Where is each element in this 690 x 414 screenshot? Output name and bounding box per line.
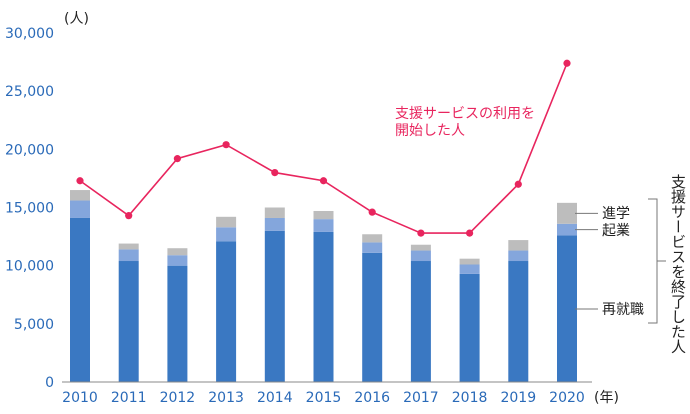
line-point-2013 — [222, 141, 230, 149]
x-tick-label: 2012 — [160, 390, 196, 406]
y-tick-label: 5,000 — [14, 317, 54, 333]
bar-2016-segment-1 — [362, 242, 383, 253]
bar-2011-segment-1 — [118, 249, 139, 262]
bar-2015-segment-0 — [313, 231, 334, 382]
line-series — [79, 62, 568, 234]
y-tick-label: 0 — [45, 375, 54, 391]
bar-2017-segment-1 — [410, 250, 431, 262]
line-annotation-1: 支援サービスの利用を — [395, 106, 535, 122]
bar-2019-segment-2 — [508, 240, 529, 251]
bar-2014-segment-1 — [264, 217, 285, 231]
bar-2018-segment-2 — [459, 258, 480, 265]
line-point-2012 — [173, 155, 181, 163]
x-tick-label: 2020 — [549, 390, 585, 406]
line-point-2011 — [125, 212, 133, 220]
bar-2012-segment-2 — [167, 248, 188, 256]
x-tick-label: 2017 — [403, 390, 439, 406]
bar-2012-segment-1 — [167, 255, 188, 266]
legend-label: 進学 — [602, 206, 630, 222]
y-tick-label: 15,000 — [5, 201, 54, 217]
line-point-2018 — [466, 229, 474, 237]
line-point-2015 — [319, 177, 328, 185]
legend-label: 再就職 — [602, 302, 644, 318]
line-point-2019 — [514, 180, 522, 188]
y-tick-label: 25,000 — [5, 84, 54, 100]
line-point-2016 — [368, 208, 376, 216]
legend-label: 起業 — [602, 223, 630, 239]
line-point-2020 — [563, 59, 571, 67]
bar-2017-segment-0 — [410, 261, 431, 382]
bar-2014-segment-2 — [264, 207, 285, 218]
y-tick-label: 10,000 — [5, 259, 54, 275]
y-unit-label: (人) — [64, 11, 89, 27]
x-tick-label: 2015 — [306, 390, 342, 406]
x-tick-label: 2014 — [257, 390, 293, 406]
bar-2016-segment-2 — [362, 234, 383, 243]
bar-2017-segment-2 — [410, 244, 431, 251]
bracket-label: 支援サービスを終了した人 — [669, 174, 687, 354]
bar-2019-segment-0 — [508, 261, 529, 382]
bracket — [648, 198, 666, 324]
bar-2018-segment-0 — [459, 273, 480, 382]
x-tick-label: 2011 — [111, 390, 147, 406]
bar-2019-segment-1 — [508, 250, 529, 262]
x-tick-label: 2019 — [500, 390, 536, 406]
bar-2015-segment-2 — [313, 210, 334, 220]
line-point-2017 — [417, 229, 425, 237]
bar-2013-segment-2 — [216, 216, 237, 228]
y-tick-label: 30,000 — [5, 26, 54, 42]
bar-2012-segment-0 — [167, 265, 188, 382]
bar-2011-segment-0 — [118, 261, 139, 382]
bar-2013-segment-1 — [216, 227, 237, 242]
bar-2011-segment-2 — [118, 243, 139, 250]
x-tick-label: 2013 — [208, 390, 244, 406]
bar-2020-segment-2 — [557, 202, 577, 224]
bar-2020-segment-1 — [557, 223, 577, 236]
bar-2018-segment-1 — [459, 264, 480, 274]
bar-2016-segment-0 — [362, 252, 383, 382]
x-tick-label: 2016 — [354, 390, 390, 406]
bar-2020-segment-0 — [557, 235, 577, 382]
line-point-2014 — [271, 169, 279, 177]
x-tick-label: 2018 — [452, 390, 488, 406]
bar-2015-segment-1 — [313, 219, 334, 232]
line-annotation-2: 開始した人 — [395, 123, 465, 139]
line-point-2010 — [76, 177, 84, 185]
x-tick-label: 2010 — [62, 390, 98, 406]
bar-2010-segment-2 — [70, 190, 90, 201]
y-tick-label: 20,000 — [5, 142, 54, 158]
x-unit-label: (年) — [594, 390, 619, 406]
bar-2010-segment-0 — [70, 217, 90, 382]
bar-2013-segment-0 — [216, 241, 237, 382]
bar-2014-segment-0 — [264, 230, 285, 382]
bar-2010-segment-1 — [70, 200, 90, 218]
